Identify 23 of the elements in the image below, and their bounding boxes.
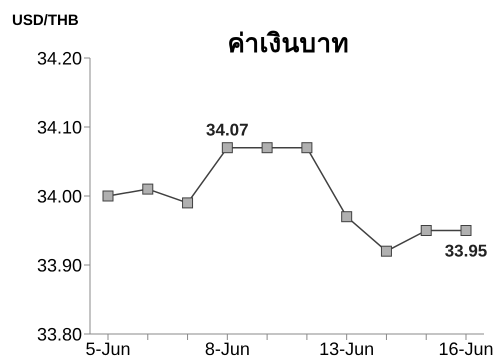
y-tick-label: 34.00	[36, 186, 82, 206]
x-tick-label: 13-Jun	[319, 338, 374, 359]
point	[142, 184, 154, 195]
y-tick-label: 33.90	[36, 255, 82, 276]
x-tick-label: 16-Jun	[438, 338, 494, 359]
point	[222, 142, 233, 154]
y-tick-label: 34.20	[36, 48, 82, 68]
point	[460, 225, 472, 236]
data-label: 34.07	[206, 120, 249, 140]
point	[182, 197, 194, 208]
point	[420, 225, 432, 236]
y-tick-label: 33.80	[36, 324, 82, 344]
point	[301, 142, 312, 154]
x-tick-label: 5-Jun	[85, 338, 131, 359]
x-tick-label: 8-Jun	[204, 338, 250, 359]
point	[341, 211, 352, 222]
y-axis-title: USD/THB	[12, 12, 79, 29]
chart-title: ค่าเงินบาท	[226, 28, 350, 61]
point	[380, 246, 392, 257]
point	[262, 142, 273, 154]
point	[102, 190, 114, 202]
data-label: 33.95	[444, 242, 488, 260]
y-tick-label: 34.10	[36, 117, 82, 138]
